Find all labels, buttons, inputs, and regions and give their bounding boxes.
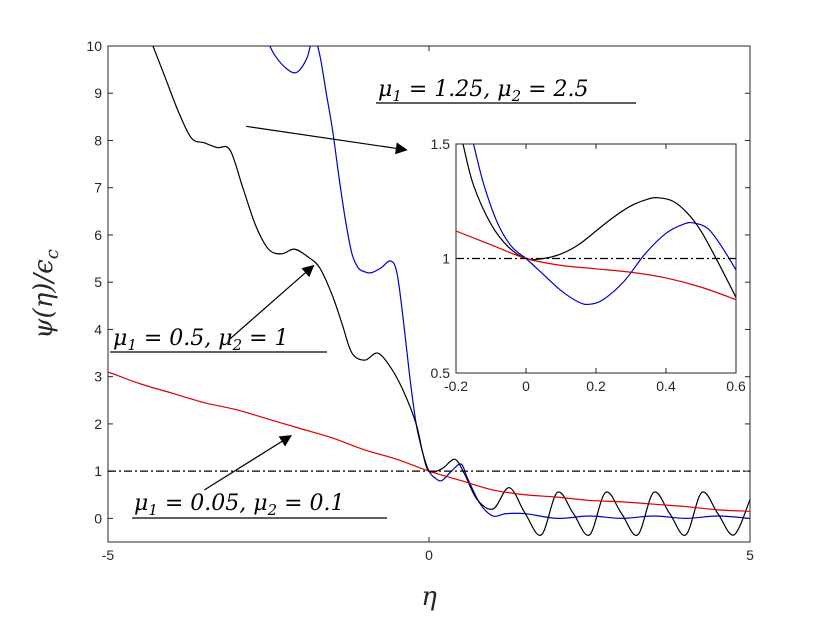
annotation-arrows <box>203 125 408 491</box>
annotation-mid: μ1 = 0.5, μ2 = 1 <box>110 326 327 354</box>
y-tick-label-0: 0 <box>94 510 102 526</box>
y-tick-label-1: 1 <box>94 463 102 479</box>
x-tick-label-2: 5 <box>746 547 754 563</box>
y-tick-label-1: 1 <box>442 250 450 266</box>
y-tick-label-10: 10 <box>86 38 102 54</box>
inset-series <box>456 144 736 306</box>
annotation-arrow-0 <box>245 125 408 155</box>
y-tick-label-7: 7 <box>94 180 102 196</box>
y-tick-label-4: 4 <box>94 321 102 337</box>
annotation-low-label: μ1 = 0.05, μ2 = 0.1 <box>134 491 345 519</box>
annotations: μ1 = 1.25, μ2 = 2.5 μ1 = 0.5, μ2 = 1 μ1 … <box>110 77 636 519</box>
annotation-high: μ1 = 1.25, μ2 = 2.5 <box>376 77 636 105</box>
y-tick-label-6: 6 <box>94 227 102 243</box>
annotation-arrow-1 <box>229 264 315 340</box>
y-tick-label-5: 5 <box>94 274 102 290</box>
series-line-0 <box>462 144 736 298</box>
x-tick-label-2: 0.2 <box>586 378 606 394</box>
annotation-low: μ1 = 0.05, μ2 = 0.1 <box>132 491 387 519</box>
y-axis-title: ψ(η)/ϵc <box>29 249 63 339</box>
annotation-high-label: μ1 = 1.25, μ2 = 2.5 <box>378 77 589 105</box>
x-tick-label-3: 0.4 <box>656 378 676 394</box>
series-line-0 <box>269 46 750 519</box>
x-tick-label-4: 0.6 <box>726 378 746 394</box>
y-tick-label-9: 9 <box>94 85 102 101</box>
main-series <box>108 46 750 536</box>
y-tick-label-0: 0.5 <box>431 365 451 381</box>
inset-tick-labels: -0.2 0 0.2 0.4 0.6 0.5 1 1.5 <box>431 136 746 394</box>
annotation-arrow-2 <box>203 435 292 491</box>
x-tick-label-0: -5 <box>102 547 115 563</box>
x-axis-title: η <box>421 582 437 612</box>
series-line-2 <box>456 230 736 301</box>
y-tick-label-2: 2 <box>94 416 102 432</box>
series-line-1 <box>152 46 750 536</box>
y-tick-label-3: 3 <box>94 369 102 385</box>
x-tick-label-1: 0 <box>522 378 530 394</box>
y-tick-label-8: 8 <box>94 132 102 148</box>
y-tick-label-2: 1.5 <box>431 136 451 152</box>
x-tick-label-1: 0 <box>425 547 433 563</box>
x-tick-label-0: -0.2 <box>444 378 468 394</box>
annotation-mid-label: μ1 = 0.5, μ2 = 1 <box>113 326 289 354</box>
series-line-1 <box>472 144 736 306</box>
